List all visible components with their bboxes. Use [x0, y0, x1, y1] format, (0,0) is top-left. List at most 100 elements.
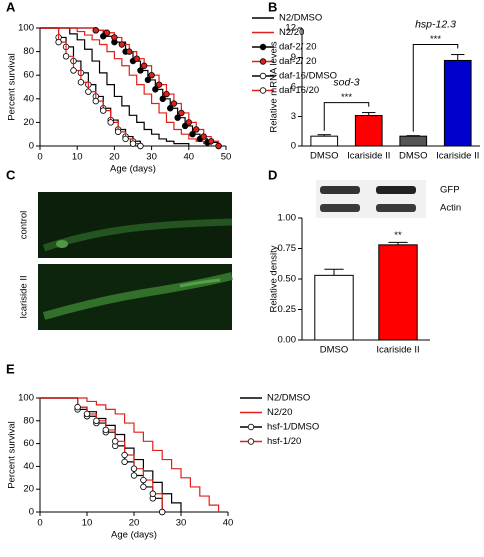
significance-stars: ** — [394, 230, 402, 241]
x-tick-label: 20 — [129, 518, 140, 529]
censor-marker — [200, 133, 207, 140]
y-tick-label: 12 — [285, 23, 296, 34]
censor-marker — [158, 508, 166, 516]
y-axis-label: Relative density — [269, 245, 280, 312]
y-tick-label: 0.25 — [278, 304, 297, 315]
significance-stars: *** — [341, 92, 352, 103]
y-tick-label: 20 — [23, 484, 34, 495]
censor-marker — [140, 483, 147, 491]
y-tick-label: 6 — [291, 82, 296, 93]
survival-curve — [40, 397, 220, 512]
y-tick-label: 60 — [23, 70, 34, 81]
censor-marker — [70, 67, 77, 74]
y-tick-label: 40 — [23, 461, 34, 472]
significance-bracket — [412, 44, 459, 132]
censor-marker — [92, 97, 99, 105]
x-tick-label: Icariside II — [376, 345, 419, 356]
legend-label: N2/20 — [279, 27, 304, 38]
y-tick-label: 1.00 — [278, 213, 297, 224]
censor-marker — [137, 142, 144, 150]
censor-marker — [122, 135, 129, 143]
image-caption: Icariside II — [19, 275, 30, 318]
x-tick-label: 50 — [221, 152, 232, 163]
y-tick-label: 0 — [291, 141, 296, 152]
x-tick-label: 0 — [37, 518, 42, 529]
survival-curve — [40, 27, 212, 146]
legend-label: N2/DMSO — [279, 13, 322, 24]
censor-marker — [215, 142, 222, 150]
x-tick-label: DMSO — [399, 151, 428, 162]
legend-label: N2/20 — [267, 407, 292, 418]
censor-marker — [207, 138, 215, 145]
censor-marker — [185, 119, 192, 126]
x-tick-label: 20 — [109, 152, 120, 163]
censor-marker — [193, 126, 200, 133]
censor-marker — [102, 426, 109, 434]
survival-curve — [40, 397, 163, 512]
legend-label: daf-16/20 — [279, 85, 319, 96]
x-tick-label: 10 — [72, 152, 83, 163]
y-tick-label: 3 — [291, 111, 296, 122]
significance-bracket — [323, 102, 370, 131]
x-tick-label: 30 — [176, 518, 187, 529]
bar — [443, 59, 472, 147]
censor-marker — [92, 27, 99, 34]
censor-marker — [93, 417, 100, 424]
censor-marker — [137, 67, 144, 74]
censor-marker — [163, 90, 170, 98]
western-blot — [316, 180, 426, 218]
censor-marker — [166, 105, 174, 112]
bar — [314, 274, 354, 341]
panel-label: E — [6, 361, 15, 376]
legend-marker — [259, 87, 267, 94]
gene-label: hsp-12.3 — [415, 18, 456, 30]
panel-label: C — [6, 167, 16, 182]
bar — [399, 135, 428, 147]
legend-label: daf-2/ 20 — [279, 56, 317, 67]
x-tick-label: 40 — [184, 152, 195, 163]
censor-marker — [118, 41, 126, 48]
censor-marker — [140, 476, 147, 484]
censor-marker — [130, 465, 138, 472]
panel-label: B — [268, 0, 277, 14]
y-tick-label: 0 — [29, 141, 34, 152]
censor-marker — [130, 472, 138, 479]
censor-marker — [85, 88, 92, 95]
censor-marker — [159, 95, 166, 102]
x-axis-label: Age (days) — [111, 530, 157, 541]
x-tick-label: Icariside II — [347, 151, 390, 162]
legend-marker — [259, 72, 267, 80]
censor-marker — [152, 86, 159, 93]
legend-marker — [259, 43, 267, 51]
censor-marker — [121, 458, 128, 466]
survival-curve — [40, 397, 182, 512]
y-tick-label: 9 — [291, 52, 296, 63]
censor-marker — [55, 38, 62, 46]
survival-curve — [40, 27, 190, 146]
censor-marker — [174, 114, 181, 121]
censor-marker — [114, 128, 122, 136]
legend-marker — [259, 58, 267, 65]
bar — [310, 135, 339, 147]
x-tick-label: 10 — [82, 518, 93, 529]
y-axis-label: Percent survival — [7, 421, 18, 489]
legend-label: daf-16/DMSO — [279, 71, 337, 82]
legend-label: daf-2/ 20 — [279, 42, 317, 53]
x-tick-label: 0 — [37, 152, 42, 163]
legend-label: N2/DMSO — [267, 393, 310, 404]
significance-stars: *** — [430, 34, 441, 45]
blot-label: Actin — [440, 203, 461, 214]
y-axis-label: Relative mRNA levels — [269, 41, 280, 133]
y-axis-label: Percent survival — [7, 53, 18, 121]
censor-marker — [126, 48, 133, 55]
x-tick-label: 40 — [223, 518, 234, 529]
x-axis-label: Age (days) — [110, 164, 156, 175]
censor-marker — [170, 100, 178, 107]
censor-marker — [133, 55, 140, 62]
x-tick-label: DMSO — [310, 151, 339, 162]
micrograph — [38, 192, 233, 258]
censor-marker — [178, 109, 185, 117]
censor-marker — [62, 53, 70, 60]
y-tick-label: 0.00 — [278, 335, 297, 346]
